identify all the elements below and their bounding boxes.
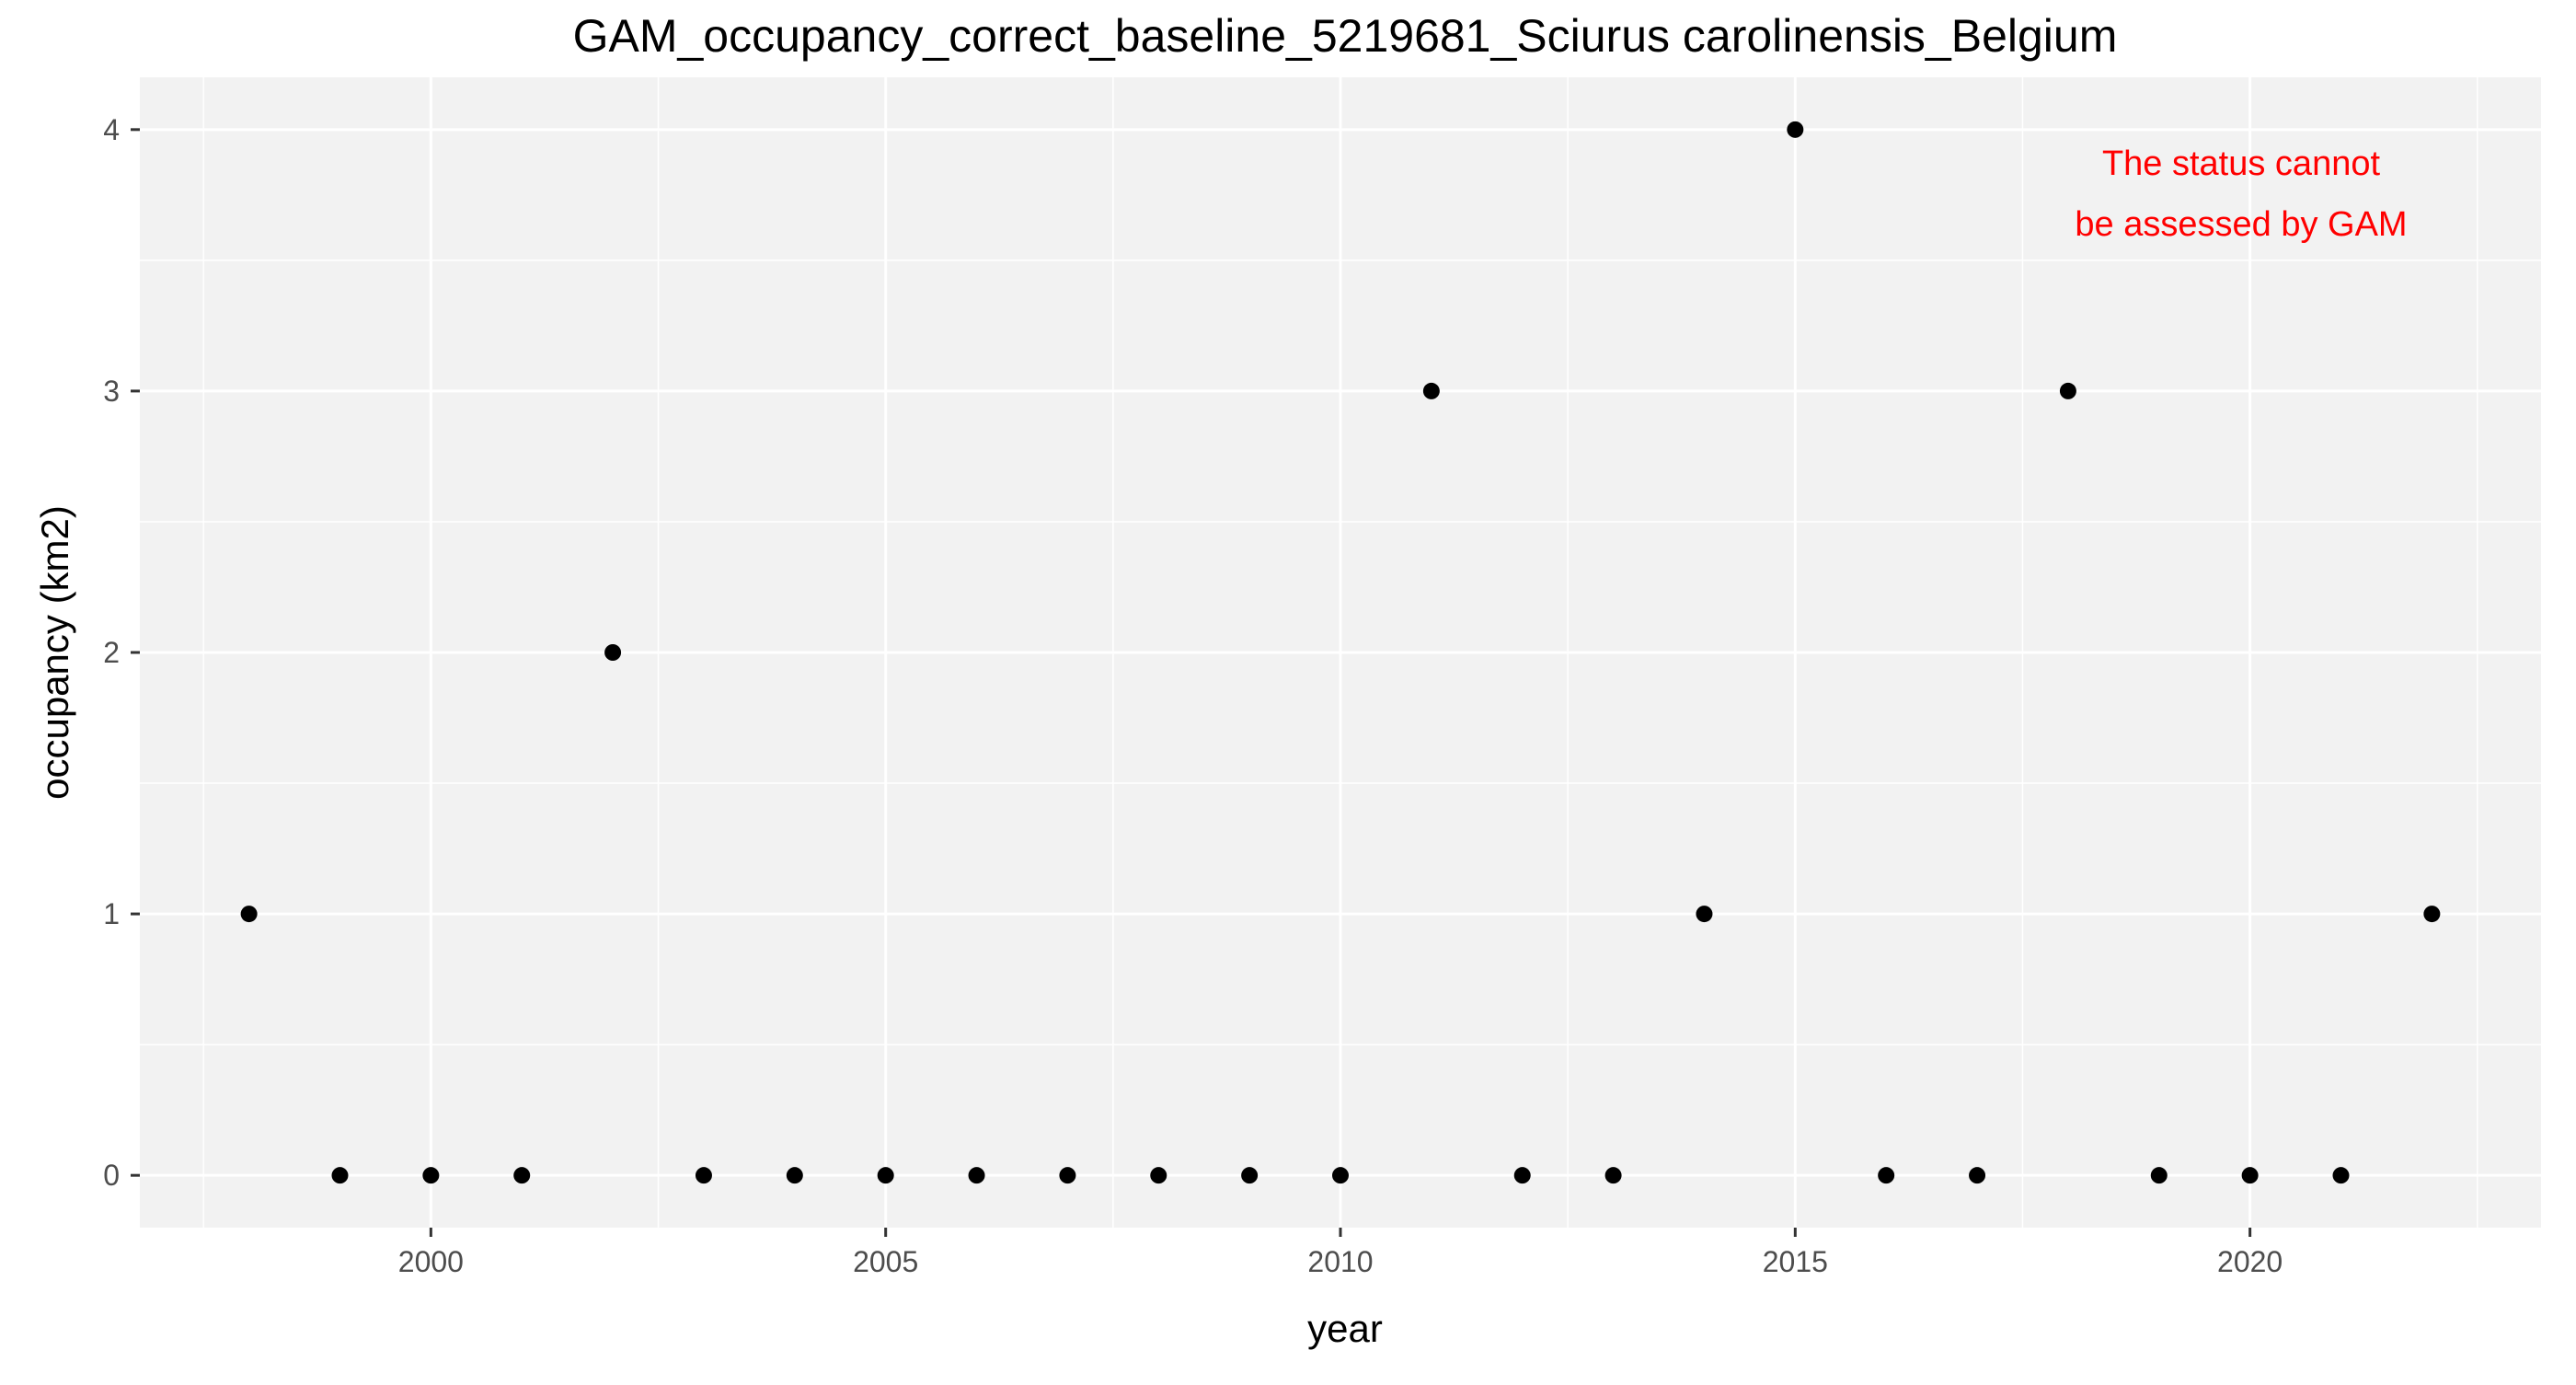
data-point-2007 — [1059, 1167, 1076, 1184]
data-point-1999 — [331, 1167, 349, 1184]
chart-title: GAM_occupancy_correct_baseline_5219681_S… — [573, 10, 2118, 62]
data-point-2014 — [1696, 906, 1713, 923]
x-tick-label-2: 2010 — [1307, 1245, 1373, 1278]
data-point-2002 — [604, 644, 622, 661]
data-point-2006 — [968, 1167, 985, 1184]
data-point-2008 — [1150, 1167, 1167, 1184]
data-points — [240, 121, 2441, 1184]
annotation-line-2: be assessed by GAM — [2075, 205, 2407, 244]
y-tick-label-3: 3 — [103, 375, 120, 408]
data-point-2001 — [513, 1167, 531, 1184]
data-point-2009 — [1241, 1167, 1259, 1184]
data-point-2005 — [877, 1167, 894, 1184]
major-grid — [140, 77, 2541, 1228]
data-point-2015 — [1787, 121, 1804, 138]
data-point-2013 — [1604, 1167, 1622, 1184]
data-point-2021 — [2332, 1167, 2350, 1184]
data-point-2018 — [2059, 382, 2076, 399]
data-point-1998 — [240, 906, 258, 923]
data-point-2012 — [1513, 1167, 1531, 1184]
y-tick-label-2: 2 — [103, 636, 120, 669]
y-axis-label: occupancy (km2) — [33, 505, 76, 800]
y-tick-label-4: 4 — [103, 113, 120, 146]
x-axis: 2000 2005 2010 2015 2020 — [398, 1228, 2283, 1278]
data-point-2017 — [1969, 1167, 1986, 1184]
x-tick-label-0: 2000 — [398, 1245, 464, 1278]
x-tick-label-1: 2005 — [853, 1245, 918, 1278]
data-point-2011 — [1422, 382, 1440, 399]
data-point-2016 — [1878, 1167, 1895, 1184]
data-point-2010 — [1332, 1167, 1349, 1184]
data-point-2004 — [786, 1167, 803, 1184]
x-axis-label: year — [1307, 1307, 1383, 1350]
data-point-2000 — [422, 1167, 440, 1184]
y-axis: 0 1 2 3 4 — [103, 113, 140, 1192]
data-point-2003 — [695, 1167, 712, 1184]
data-point-2019 — [2150, 1167, 2168, 1184]
data-point-2020 — [2241, 1167, 2259, 1184]
y-tick-label-0: 0 — [103, 1159, 120, 1192]
data-point-2022 — [2423, 906, 2441, 923]
annotation: The status cannot be assessed by GAM — [2075, 144, 2407, 244]
annotation-line-1: The status cannot — [2102, 144, 2381, 183]
x-tick-label-4: 2020 — [2217, 1245, 2283, 1278]
x-tick-label-3: 2015 — [1763, 1245, 1828, 1278]
y-tick-label-1: 1 — [103, 897, 120, 930]
